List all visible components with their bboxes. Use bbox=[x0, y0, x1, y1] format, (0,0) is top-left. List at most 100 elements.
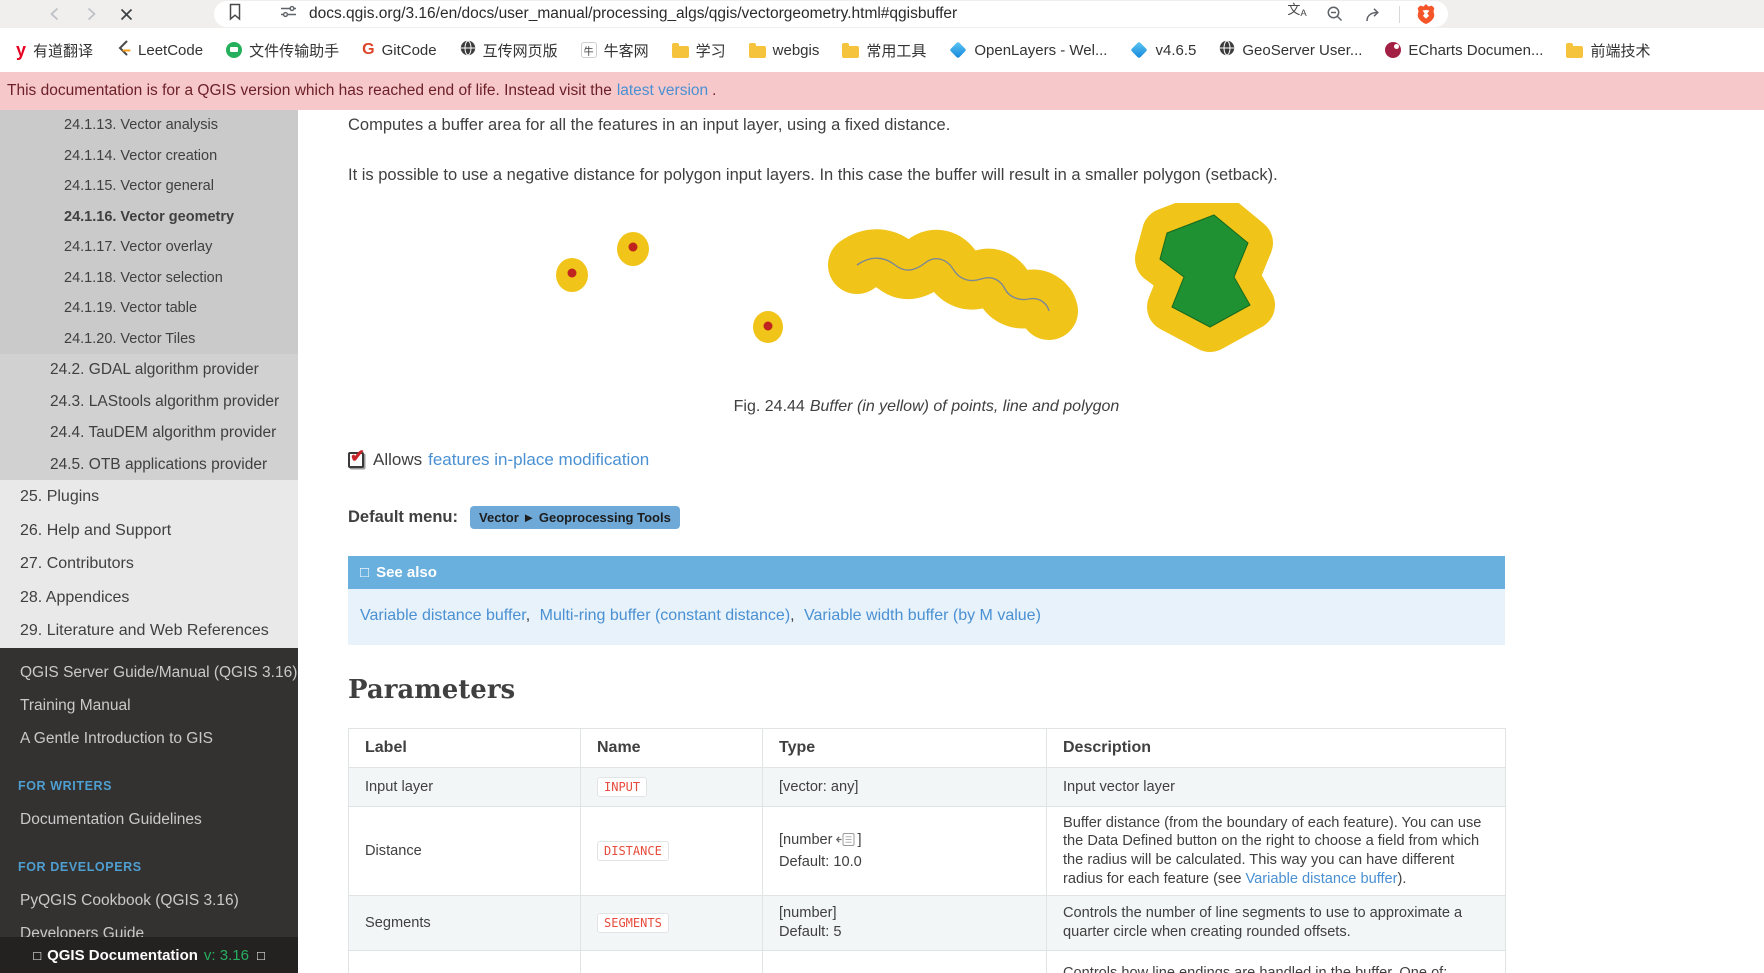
eol-warning-banner: This documentation is for a QGIS version… bbox=[0, 72, 1764, 110]
share-icon[interactable] bbox=[1361, 3, 1385, 25]
see-also-glyph: □ bbox=[360, 564, 370, 581]
wechat-icon bbox=[226, 42, 243, 58]
table-row-end-cap-style: Controls how line endings are handled in… bbox=[348, 950, 1506, 973]
sidebar-item-vector-table[interactable]: 24.1.19. Vector table bbox=[64, 300, 198, 316]
bookmark-openlayers[interactable]: OpenLayers - Wel... bbox=[949, 42, 1107, 59]
sidebar-item-pyqgis-cookbook[interactable]: PyQGIS Cookbook (QGIS 3.16) bbox=[20, 892, 239, 909]
sidebar-item-help-support[interactable]: 26. Help and Support bbox=[20, 521, 172, 539]
folder-icon bbox=[671, 42, 689, 58]
forward-icon[interactable] bbox=[80, 4, 102, 24]
sidebar-item-vector-geometry-current[interactable]: 24.1.16. Vector geometry bbox=[64, 208, 235, 225]
folder-icon bbox=[748, 42, 766, 58]
brave-shield-icon[interactable] bbox=[1414, 3, 1438, 25]
stop-icon[interactable] bbox=[115, 4, 137, 24]
sidebar-item-vector-overlay[interactable]: 24.1.17. Vector overlay bbox=[64, 239, 213, 255]
param-code-distance: DISTANCE bbox=[597, 840, 669, 861]
sidebar-item-gentle-intro[interactable]: A Gentle Introduction to GIS bbox=[20, 730, 214, 747]
globe-icon bbox=[460, 40, 476, 61]
for-developers-heading: FOR DEVELOPERS bbox=[18, 860, 142, 874]
sidebar-item-lastools[interactable]: 24.3. LAStools algorithm provider bbox=[50, 392, 280, 410]
bookmark-youdao[interactable]: y 有道翻译 bbox=[16, 39, 94, 60]
sidebar-item-server-guide[interactable]: QGIS Server Guide/Manual (QGIS 3.16) bbox=[20, 664, 298, 681]
see-also-header: □ See also bbox=[348, 556, 1505, 589]
col-name: Name bbox=[580, 728, 763, 768]
data-defined-override-icon bbox=[835, 832, 856, 853]
chevron-icon: □ bbox=[256, 947, 265, 963]
browser-toolbar: docs.qgis.org/3.16/en/docs/user_manual/p… bbox=[0, 0, 1764, 28]
intro-paragraph: Computes a buffer area for all the featu… bbox=[348, 116, 951, 134]
table-row-distance: Distance DISTANCE [number] Default: 10.0… bbox=[348, 806, 1506, 896]
for-writers-heading: FOR WRITERS bbox=[18, 779, 113, 793]
sidebar-item-contributors[interactable]: 27. Contributors bbox=[20, 555, 134, 572]
sidebar-item-otb[interactable]: 24.5. OTB applications provider bbox=[50, 455, 268, 473]
sidebar-item-literature[interactable]: 29. Literature and Web References bbox=[20, 622, 269, 639]
bookmark-geoserver[interactable]: GeoServer User... bbox=[1219, 40, 1362, 61]
negative-distance-paragraph: It is possible to use a negative distanc… bbox=[348, 166, 1278, 184]
zoom-out-icon[interactable] bbox=[1323, 3, 1347, 25]
bookmark-folder-study[interactable]: 学习 bbox=[671, 40, 726, 61]
multi-ring-buffer-link[interactable]: Multi-ring buffer (constant distance) bbox=[539, 607, 791, 624]
sidebar-item-vector-general[interactable]: 24.1.15. Vector general bbox=[64, 178, 214, 194]
nowcoder-icon: 牛 bbox=[580, 42, 597, 58]
echarts-icon bbox=[1385, 42, 1402, 58]
book-icon: □ bbox=[33, 947, 42, 963]
bookmark-echarts[interactable]: ECharts Documen... bbox=[1385, 42, 1543, 59]
sidebar-item-vector-selection[interactable]: 24.1.18. Vector selection bbox=[64, 269, 223, 286]
figure-caption: Fig. 24.44 Buffer (in yellow) of points, … bbox=[733, 398, 1120, 415]
col-label: Label bbox=[348, 728, 581, 768]
back-icon[interactable] bbox=[44, 4, 66, 24]
footer-version: v: 3.16 bbox=[203, 946, 249, 964]
bookmark-flag-icon[interactable] bbox=[228, 3, 242, 26]
bookmark-gitcode[interactable]: G GitCode bbox=[362, 41, 437, 59]
inplace-modification-line: ✔ Allows features in-place modification bbox=[348, 446, 650, 469]
see-also-body: Variable distance buffer, Multi-ring buf… bbox=[348, 589, 1505, 645]
default-menu-line: Default menu: Vector ► Geoprocessing Too… bbox=[348, 506, 1505, 529]
bookmark-v465[interactable]: v4.6.5 bbox=[1130, 42, 1196, 59]
site-settings-icon[interactable] bbox=[280, 3, 297, 25]
youdao-icon: y bbox=[16, 39, 27, 60]
doc-content: Computes a buffer area for all the featu… bbox=[298, 110, 1764, 973]
footer-title: QGIS Documentation bbox=[47, 946, 198, 964]
bookmark-nowcoder[interactable]: 牛牛客网 bbox=[580, 40, 649, 61]
bookmark-huchuan[interactable]: 互传网页版 bbox=[460, 40, 558, 61]
globe-icon bbox=[1219, 40, 1235, 61]
variable-width-buffer-link[interactable]: Variable width buffer (by M value) bbox=[804, 607, 1041, 624]
sidebar-item-vector-analysis[interactable]: 24.1.13. Vector analysis bbox=[64, 117, 218, 133]
see-also-admonition: □ See also Variable distance buffer, Mul… bbox=[348, 556, 1505, 645]
sidebar-external-docs: QGIS Server Guide/Manual (QGIS 3.16) Tra… bbox=[0, 648, 298, 973]
latest-version-link[interactable]: latest version bbox=[616, 82, 709, 99]
bookmark-leetcode[interactable]: LeetCode bbox=[116, 40, 203, 61]
line-buffer bbox=[827, 229, 1078, 340]
variable-distance-buffer-inline-link[interactable]: Variable distance buffer bbox=[1245, 870, 1398, 887]
sidebar-item-vector-creation[interactable]: 24.1.14. Vector creation bbox=[64, 147, 218, 164]
docs-version-footer[interactable]: □ QGIS Documentation v: 3.16 □ bbox=[0, 937, 298, 973]
inplace-modification-link[interactable]: features in-place modification bbox=[428, 450, 650, 469]
sidebar-level1-group: 25. Plugins 26. Help and Support 27. Con… bbox=[0, 480, 298, 648]
param-code-segments: SEGMENTS bbox=[597, 912, 669, 933]
folder-icon bbox=[842, 42, 860, 58]
toolbar-divider bbox=[1399, 5, 1400, 23]
bookmarks-bar: y 有道翻译 LeetCode 文件传输助手 G GitCode 互传网页版 牛牛客… bbox=[0, 28, 1764, 72]
table-header-row: Label Name Type Description bbox=[348, 728, 1506, 768]
sidebar-item-appendices[interactable]: 28. Appendices bbox=[20, 588, 130, 606]
sidebar-nav: 24.1.13. Vector analysis 24.1.14. Vector… bbox=[0, 110, 298, 973]
address-bar[interactable]: docs.qgis.org/3.16/en/docs/user_manual/p… bbox=[214, 1, 1448, 27]
bookmark-folder-tools[interactable]: 常用工具 bbox=[842, 40, 926, 61]
bookmark-folder-frontend[interactable]: 前端技术 bbox=[1566, 40, 1650, 61]
sidebar-item-training-manual[interactable]: Training Manual bbox=[20, 697, 131, 714]
sidebar-item-taudem[interactable]: 24.4. TauDEM algorithm provider bbox=[50, 424, 277, 441]
polygon-buffer bbox=[1134, 190, 1275, 352]
sidebar-item-doc-guidelines[interactable]: Documentation Guidelines bbox=[20, 811, 202, 828]
url-text[interactable]: docs.qgis.org/3.16/en/docs/user_manual/p… bbox=[309, 5, 958, 22]
buffer-figure-image bbox=[555, 190, 1275, 352]
sidebar-item-plugins[interactable]: 25. Plugins bbox=[20, 488, 100, 505]
openlayers-icon bbox=[1130, 41, 1148, 59]
point-buffers bbox=[555, 232, 783, 343]
variable-distance-buffer-link[interactable]: Variable distance buffer bbox=[360, 607, 526, 624]
openlayers-icon bbox=[949, 41, 967, 59]
bookmark-folder-webgis[interactable]: webgis bbox=[748, 42, 819, 59]
sidebar-item-gdal[interactable]: 24.2. GDAL algorithm provider bbox=[50, 361, 259, 378]
sidebar-item-vector-tiles[interactable]: 24.1.20. Vector Tiles bbox=[64, 330, 196, 347]
bookmark-wechat-helper[interactable]: 文件传输助手 bbox=[226, 40, 339, 61]
